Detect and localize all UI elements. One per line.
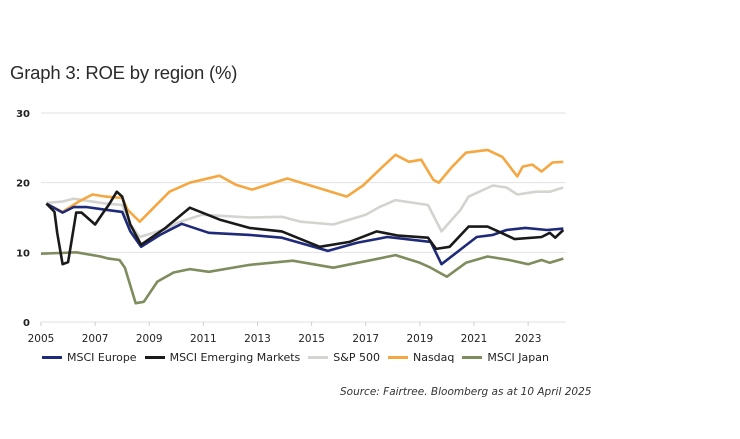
chart-title: Graph 3: ROE by region (%): [10, 62, 238, 83]
x-tick-label: 2005: [28, 333, 55, 345]
y-tick-label: 30: [16, 109, 30, 120]
series-line-msci-emerging-markets: [45, 190, 565, 266]
legend-item-msci-japan: MSCI Japan: [462, 351, 549, 364]
x-tick-label: 2009: [136, 333, 163, 345]
legend-swatch: [308, 356, 329, 359]
x-axis-ticks: 2005 2007 2009 2011 2013 2015 2017 2019 2021 2023: [28, 322, 542, 345]
y-tick-label: 10: [16, 248, 30, 259]
series-lines: [40, 148, 565, 305]
legend-swatch: [144, 356, 165, 359]
x-tick-label: 2021: [461, 333, 488, 345]
gridlines: [41, 112, 566, 323]
legend-label: S&P 500: [333, 351, 380, 364]
x-tick-label: 2015: [298, 333, 325, 345]
series-line-msci-japan: [40, 251, 564, 305]
legend-item-nasdaq: Nasdaq: [387, 351, 455, 364]
x-tick-label: 2017: [352, 333, 379, 345]
legend-label: MSCI Japan: [487, 351, 549, 364]
series-line-msci-europe: [45, 202, 564, 266]
source-note: Source: Fairtree. Bloomberg as at 10 Apr…: [340, 386, 592, 398]
legend-label: Nasdaq: [412, 351, 455, 364]
legend-item-msci-europe: MSCI Europe: [42, 351, 137, 364]
y-axis-ticks: 0 10 20 30: [16, 109, 30, 329]
legend: MSCI Europe MSCI Emerging Markets S&P 500 N…: [42, 351, 557, 364]
x-tick-label: 2007: [82, 333, 109, 345]
legend-label: MSCI Europe: [67, 351, 137, 364]
y-tick-label: 0: [23, 318, 30, 329]
y-tick-label: 20: [16, 179, 30, 190]
x-tick-label: 2011: [190, 333, 217, 345]
legend-item-s-p-500: S&P 500: [308, 351, 380, 364]
series-line-s-p-500: [46, 184, 564, 239]
x-tick-label: 2013: [244, 333, 271, 345]
legend-label: MSCI Emerging Markets: [169, 351, 301, 364]
x-tick-label: 2019: [406, 333, 433, 345]
legend-swatch: [462, 356, 483, 359]
legend-swatch: [42, 356, 62, 359]
x-tick-label: 2023: [515, 333, 542, 345]
legend-swatch: [387, 356, 408, 359]
legend-item-msci-emerging-markets: MSCI Emerging Markets: [144, 351, 301, 364]
